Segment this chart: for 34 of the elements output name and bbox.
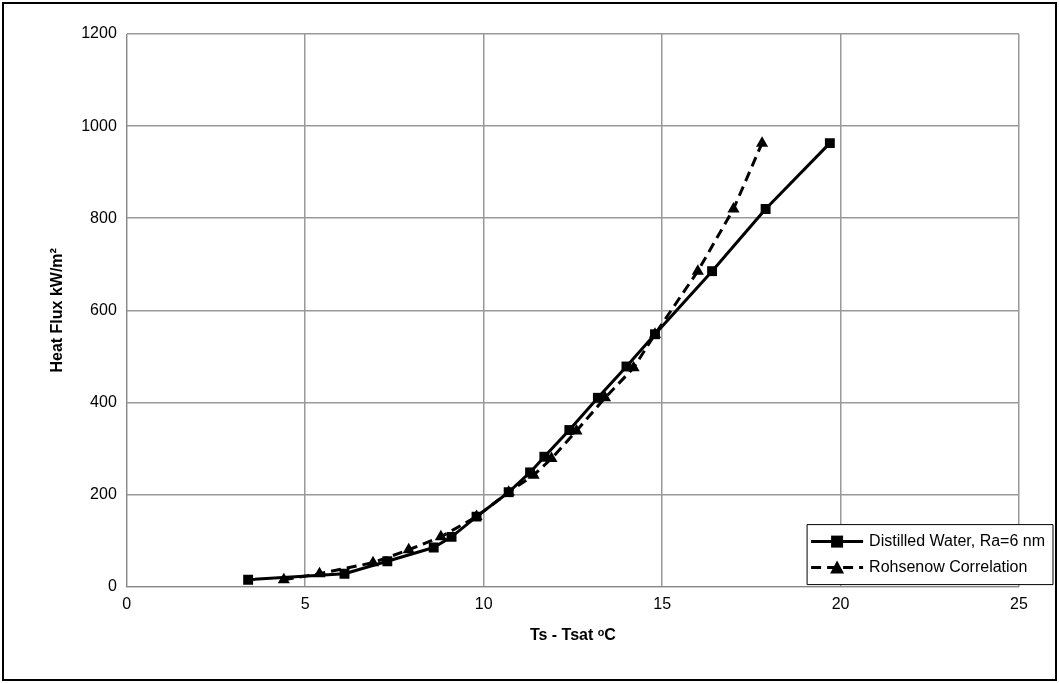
point [434, 529, 447, 541]
x-tick-label: 0 [122, 594, 132, 612]
legend-label: Distilled Water, Ra=6 nm [869, 532, 1046, 550]
point [592, 392, 603, 403]
y-tick-label: 600 [90, 300, 117, 318]
y-tick-label: 0 [107, 577, 117, 595]
x-tick-label: 20 [831, 594, 850, 612]
point [727, 201, 740, 213]
point [824, 138, 835, 149]
y-tick-label: 1000 [81, 116, 117, 134]
point [243, 574, 254, 585]
point [755, 136, 769, 147]
point [621, 361, 632, 372]
x-tick-label: 10 [474, 594, 493, 612]
y-tick-label: 200 [90, 484, 117, 502]
y-tick-label: 800 [90, 208, 117, 226]
point [564, 425, 575, 435]
x-tick-label: 5 [300, 594, 310, 612]
y-tick-label: 1200 [81, 24, 117, 42]
x-axis-title: Ts - Tsat ᵒC [529, 625, 617, 643]
point [382, 556, 393, 567]
point [707, 266, 718, 277]
point [446, 531, 457, 542]
point [339, 568, 350, 579]
x-tick-label: 25 [1010, 594, 1028, 612]
y-axis-title: Heat Flux kW/m² [48, 248, 66, 373]
point [525, 467, 536, 478]
y-tick-label: 400 [90, 392, 117, 410]
point [760, 204, 771, 214]
legend-label: Rohsenow Correlation [869, 558, 1028, 576]
point [691, 264, 704, 275]
x-tick-label: 15 [653, 594, 672, 612]
point [428, 542, 439, 553]
point [539, 451, 550, 462]
